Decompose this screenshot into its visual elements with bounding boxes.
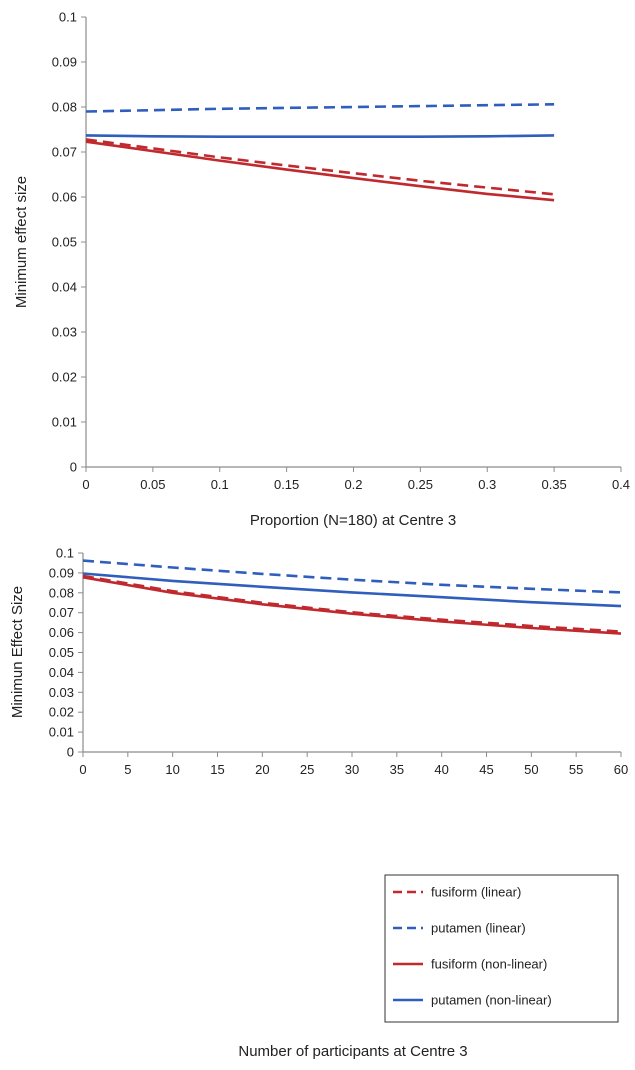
series-line-fusiform-nonlinear (82, 576, 622, 635)
y-tick-label: 0.07 (52, 145, 77, 160)
x-tick-label: 0.1 (211, 477, 229, 492)
x-axis-title: Number of participants at Centre 3 (238, 1043, 467, 1060)
legend-label-fusiform-linear: fusiform (linear) (431, 885, 521, 900)
series-line-fusiform-linear (85, 138, 555, 196)
y-axis-title: Minimum effect size (13, 176, 30, 308)
y-tick-label: 0.02 (49, 705, 74, 720)
x-tick-label: 0.35 (541, 477, 566, 492)
series-line-putamen-nonlinear (85, 134, 555, 138)
y-tick-label: 0.04 (52, 280, 77, 295)
y-tick-label: 0.05 (52, 235, 77, 250)
series-line-fusiform-nonlinear (85, 140, 555, 202)
x-tick-label: 10 (165, 762, 179, 777)
x-tick-label: 45 (479, 762, 493, 777)
x-tick-label: 0 (79, 762, 86, 777)
y-tick-label: 0.1 (56, 546, 74, 561)
y-tick-label: 0.06 (49, 625, 74, 640)
y-tick-label: 0 (70, 460, 77, 475)
y-tick-label: 0.03 (52, 325, 77, 340)
x-tick-label: 0.2 (344, 477, 362, 492)
y-tick-label: 0.02 (52, 370, 77, 385)
y-tick-label: 0.01 (52, 415, 77, 430)
x-tick-label: 0.25 (408, 477, 433, 492)
y-tick-label: 0.1 (59, 10, 77, 25)
x-tick-label: 20 (255, 762, 269, 777)
x-tick-label: 15 (210, 762, 224, 777)
x-tick-label: 0.15 (274, 477, 299, 492)
series-line-putamen-linear (82, 559, 622, 594)
legend: fusiform (linear) putamen (linear) fusifor… (384, 874, 619, 1023)
x-tick-label: 55 (569, 762, 583, 777)
x-axis-title: Proportion (N=180) at Centre 3 (250, 512, 456, 529)
legend-box (384, 874, 619, 1023)
y-tick-label: 0.01 (49, 725, 74, 740)
chart-bottom: Minimun Effect Size Number of participan… (9, 546, 628, 1061)
x-tick-label: 0 (82, 477, 89, 492)
legend-label-putamen-linear: putamen (linear) (431, 921, 526, 936)
y-tick-label: 0.03 (49, 685, 74, 700)
y-tick-label: 0.06 (52, 190, 77, 205)
series-line-putamen-nonlinear (82, 572, 622, 608)
x-tick-label: 0.4 (612, 477, 630, 492)
x-tick-label: 60 (614, 762, 628, 777)
y-tick-label: 0.07 (49, 605, 74, 620)
x-tick-label: 5 (124, 762, 131, 777)
y-tick-label: 0.09 (49, 565, 74, 580)
legend-label-putamen-nonlinear: putamen (non-linear) (431, 993, 552, 1008)
y-tick-label: 0 (67, 745, 74, 760)
x-tick-label: 35 (390, 762, 404, 777)
x-tick-label: 25 (300, 762, 314, 777)
y-tick-label: 0.08 (49, 585, 74, 600)
y-tick-label: 0.05 (49, 645, 74, 660)
x-tick-label: 50 (524, 762, 538, 777)
y-tick-label: 0.08 (52, 100, 77, 115)
x-tick-label: 30 (345, 762, 359, 777)
x-tick-label: 0.05 (140, 477, 165, 492)
x-tick-label: 40 (434, 762, 448, 777)
y-tick-label: 0.09 (52, 55, 77, 70)
series-line-putamen-linear (85, 103, 555, 113)
x-tick-label: 0.3 (478, 477, 496, 492)
legend-label-fusiform-nonlinear: fusiform (non-linear) (431, 957, 547, 972)
chart-top: Minimum effect size Proportion (N=180) a… (13, 10, 630, 530)
y-axis-title: Minimun Effect Size (9, 586, 26, 718)
series-line-fusiform-linear (82, 574, 622, 633)
y-tick-label: 0.04 (49, 665, 74, 680)
